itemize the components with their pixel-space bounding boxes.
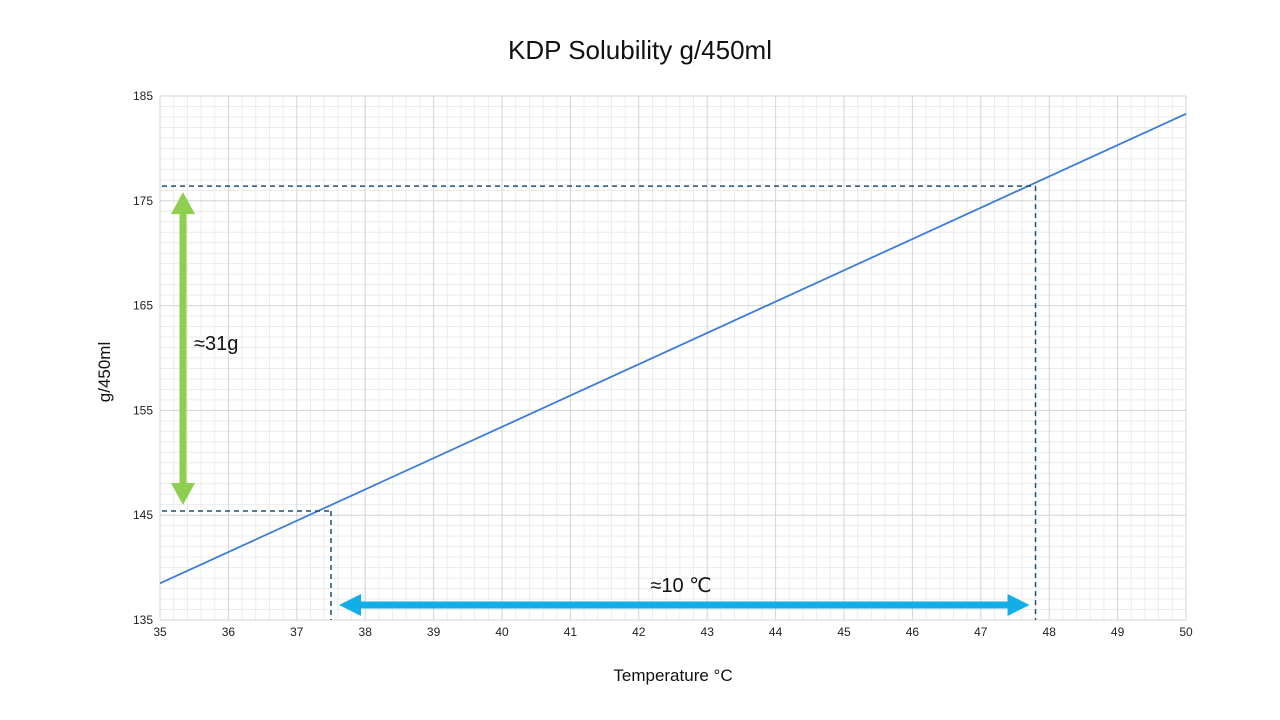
x-tick-label: 39 (427, 625, 441, 639)
x-tick-label: 42 (632, 625, 646, 639)
y-axis-label: g/450ml (95, 342, 114, 402)
horizontal-annotation-label: ≈10 ℃ (650, 575, 711, 597)
horizontal-arrow-head-right (1007, 594, 1030, 616)
x-tick-label: 41 (564, 625, 578, 639)
x-tick-label: 50 (1179, 625, 1193, 639)
x-tick-label: 48 (1043, 625, 1057, 639)
annotation-arrows (171, 192, 1030, 616)
reference-lines (162, 185, 1037, 620)
x-tick-label: 36 (222, 625, 236, 639)
chart-title: KDP Solubility g/450ml (508, 35, 772, 65)
y-tick-labels: 135 145 155 165 175 185 (133, 89, 153, 627)
x-tick-label: 46 (906, 625, 920, 639)
x-tick-label: 43 (701, 625, 715, 639)
y-tick-label: 175 (133, 194, 153, 208)
y-tick-label: 155 (133, 403, 153, 417)
vertical-arrow-head-bottom (171, 483, 195, 506)
y-tick-label: 185 (133, 89, 153, 103)
x-axis-label: Temperature °C (613, 666, 732, 685)
x-tick-label: 37 (290, 625, 304, 639)
y-tick-label: 135 (133, 613, 153, 627)
vertical-arrow-head-top (171, 192, 195, 215)
y-tick-label: 145 (133, 508, 153, 522)
x-tick-label: 45 (837, 625, 851, 639)
x-tick-label: 40 (495, 625, 509, 639)
minor-grid (160, 96, 1186, 620)
series-line (159, 112, 1187, 585)
x-tick-label: 35 (153, 625, 167, 639)
x-tick-label: 47 (974, 625, 988, 639)
x-tick-label: 49 (1111, 625, 1125, 639)
x-tick-label: 38 (359, 625, 373, 639)
x-tick-labels: 35 36 37 38 39 40 41 42 43 44 45 46 47 48 49 50 (153, 625, 1193, 639)
series-layer (159, 112, 1187, 585)
y-tick-label: 165 (133, 299, 153, 313)
x-tick-label: 44 (769, 625, 783, 639)
horizontal-arrow-head-left (339, 594, 361, 616)
vertical-annotation-label: ≈31g (194, 333, 238, 355)
